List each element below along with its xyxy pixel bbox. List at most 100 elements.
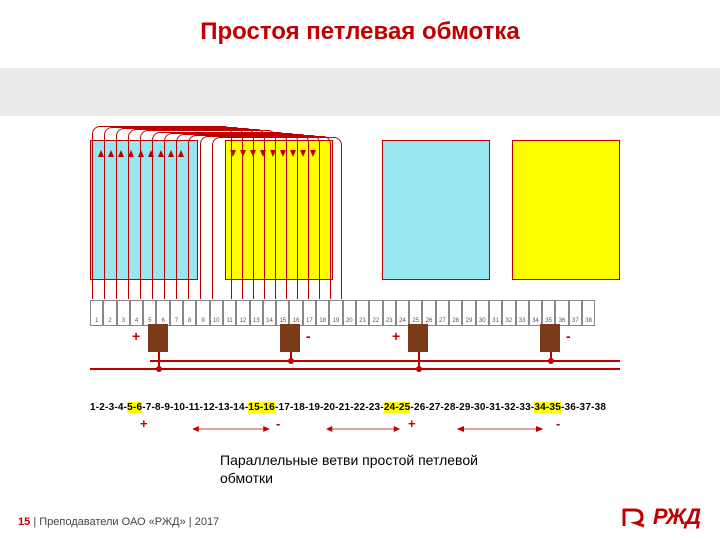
current-arrow-down-icon xyxy=(310,150,316,157)
commutator-segment: 15 xyxy=(276,300,289,326)
current-arrow-down-icon xyxy=(280,150,286,157)
commutator-segment: 34 xyxy=(529,300,542,326)
commutator-segment: 31 xyxy=(489,300,502,326)
current-arrow-up-icon xyxy=(158,150,164,157)
pole xyxy=(382,140,490,280)
page-number: 15 xyxy=(18,516,30,528)
commutator-segment: 12 xyxy=(236,300,249,326)
branch-arrow xyxy=(322,420,404,428)
branch-arrow xyxy=(452,420,548,428)
segment-sequence: 1-2-3-4-5-6-7-8-9-10-11-12-13-14-15-16-1… xyxy=(90,402,630,413)
brush-polarity-sign: + xyxy=(392,328,400,344)
commutator-segment: 33 xyxy=(516,300,529,326)
current-arrow-down-icon xyxy=(290,150,296,157)
current-arrow-down-icon xyxy=(260,150,266,157)
current-arrow-down-icon xyxy=(270,150,276,157)
current-arrow-down-icon xyxy=(240,150,246,157)
commutator-segment: 19 xyxy=(329,300,342,326)
commutator-segment: 38 xyxy=(582,300,595,326)
sequence-sign: - xyxy=(556,416,560,431)
slide: Простоя петлевая обмотка 123456789101112… xyxy=(0,0,720,540)
commutator-segment: 36 xyxy=(555,300,568,326)
brush xyxy=(408,324,428,352)
commutator: 1234567891011121314151617181920212223242… xyxy=(90,300,595,326)
commutator-segment: 7 xyxy=(170,300,183,326)
branch-arrow xyxy=(188,420,274,428)
commutator-segment: 5 xyxy=(143,300,156,326)
current-arrow-up-icon xyxy=(98,150,104,157)
commutator-segment: 30 xyxy=(476,300,489,326)
brush xyxy=(280,324,300,352)
commutator-segment: 6 xyxy=(156,300,169,326)
bus-node xyxy=(548,358,554,364)
brush-polarity-sign: - xyxy=(306,328,311,344)
commutator-segment: 8 xyxy=(183,300,196,326)
commutator-segment: 22 xyxy=(369,300,382,326)
commutator-segment: 26 xyxy=(422,300,435,326)
commutator-segment: 35 xyxy=(542,300,555,326)
bus-wire xyxy=(90,368,620,370)
current-arrow-up-icon xyxy=(108,150,114,157)
sequence-highlight: 34-35 xyxy=(534,402,561,413)
current-arrow-up-icon xyxy=(148,150,154,157)
sequence-run: -36-37-38 xyxy=(561,402,606,413)
gray-band xyxy=(0,68,720,116)
current-arrow-down-icon xyxy=(250,150,256,157)
commutator-segment: 10 xyxy=(210,300,223,326)
commutator-segment: 11 xyxy=(223,300,236,326)
commutator-segment: 4 xyxy=(130,300,143,326)
sequence-highlight: 5-6 xyxy=(127,402,142,413)
sequence-run: -26-27-28-29-30-31-32-33- xyxy=(410,402,534,413)
commutator-segment: 2 xyxy=(103,300,116,326)
brush xyxy=(148,324,168,352)
coil-loop xyxy=(212,137,342,299)
commutator-segment: 24 xyxy=(396,300,409,326)
commutator-segment: 17 xyxy=(303,300,316,326)
footer-year: 2017 xyxy=(195,516,219,528)
commutator-segment: 32 xyxy=(502,300,515,326)
sequence-sign: + xyxy=(140,416,148,431)
current-arrow-up-icon xyxy=(118,150,124,157)
footer-author: Преподаватели ОАО «РЖД» xyxy=(39,516,185,528)
slide-title: Простоя петлевая обмотка xyxy=(0,18,720,46)
commutator-segment: 37 xyxy=(569,300,582,326)
bus-node xyxy=(156,366,162,372)
commutator-segment: 20 xyxy=(343,300,356,326)
sequence-highlight: 24-25 xyxy=(384,402,411,413)
current-arrow-down-icon xyxy=(300,150,306,157)
commutator-segment: 28 xyxy=(449,300,462,326)
current-arrow-up-icon xyxy=(138,150,144,157)
commutator-segment: 29 xyxy=(462,300,475,326)
commutator-segment: 21 xyxy=(356,300,369,326)
sequence-run: -17-18-19-20-21-22-23- xyxy=(275,402,384,413)
sequence-run: 1-2-3-4- xyxy=(90,402,127,413)
current-arrow-up-icon xyxy=(128,150,134,157)
brush xyxy=(540,324,560,352)
pole xyxy=(512,140,620,280)
sequence-highlight: 15-16 xyxy=(248,402,275,413)
commutator-segment: 14 xyxy=(263,300,276,326)
commutator-segment: 18 xyxy=(316,300,329,326)
current-arrow-up-icon xyxy=(178,150,184,157)
diagram-caption: Параллельные ветви простой петлевой обмо… xyxy=(220,452,530,487)
winding-diagram: 1234567891011121314151617181920212223242… xyxy=(90,120,630,390)
brush-polarity-sign: + xyxy=(132,328,140,344)
sequence-run: -7-8-9-10-11-12-13-14- xyxy=(142,402,248,413)
sequence-sign: + xyxy=(408,416,416,431)
current-arrow-up-icon xyxy=(168,150,174,157)
commutator-segment: 16 xyxy=(289,300,302,326)
commutator-segment: 13 xyxy=(250,300,263,326)
bus-node xyxy=(416,366,422,372)
sequence-sign: - xyxy=(276,416,280,431)
commutator-segment: 25 xyxy=(409,300,422,326)
rzd-logo: РЖД xyxy=(622,504,700,530)
footer: 15 | Преподаватели ОАО «РЖД» | 2017 xyxy=(18,516,219,528)
bus-node xyxy=(288,358,294,364)
commutator-segment: 3 xyxy=(117,300,130,326)
current-arrow-down-icon xyxy=(230,150,236,157)
brush-polarity-sign: - xyxy=(566,328,571,344)
commutator-segment: 27 xyxy=(436,300,449,326)
commutator-segment: 1 xyxy=(90,300,103,326)
commutator-segment: 9 xyxy=(196,300,209,326)
commutator-segment: 23 xyxy=(383,300,396,326)
